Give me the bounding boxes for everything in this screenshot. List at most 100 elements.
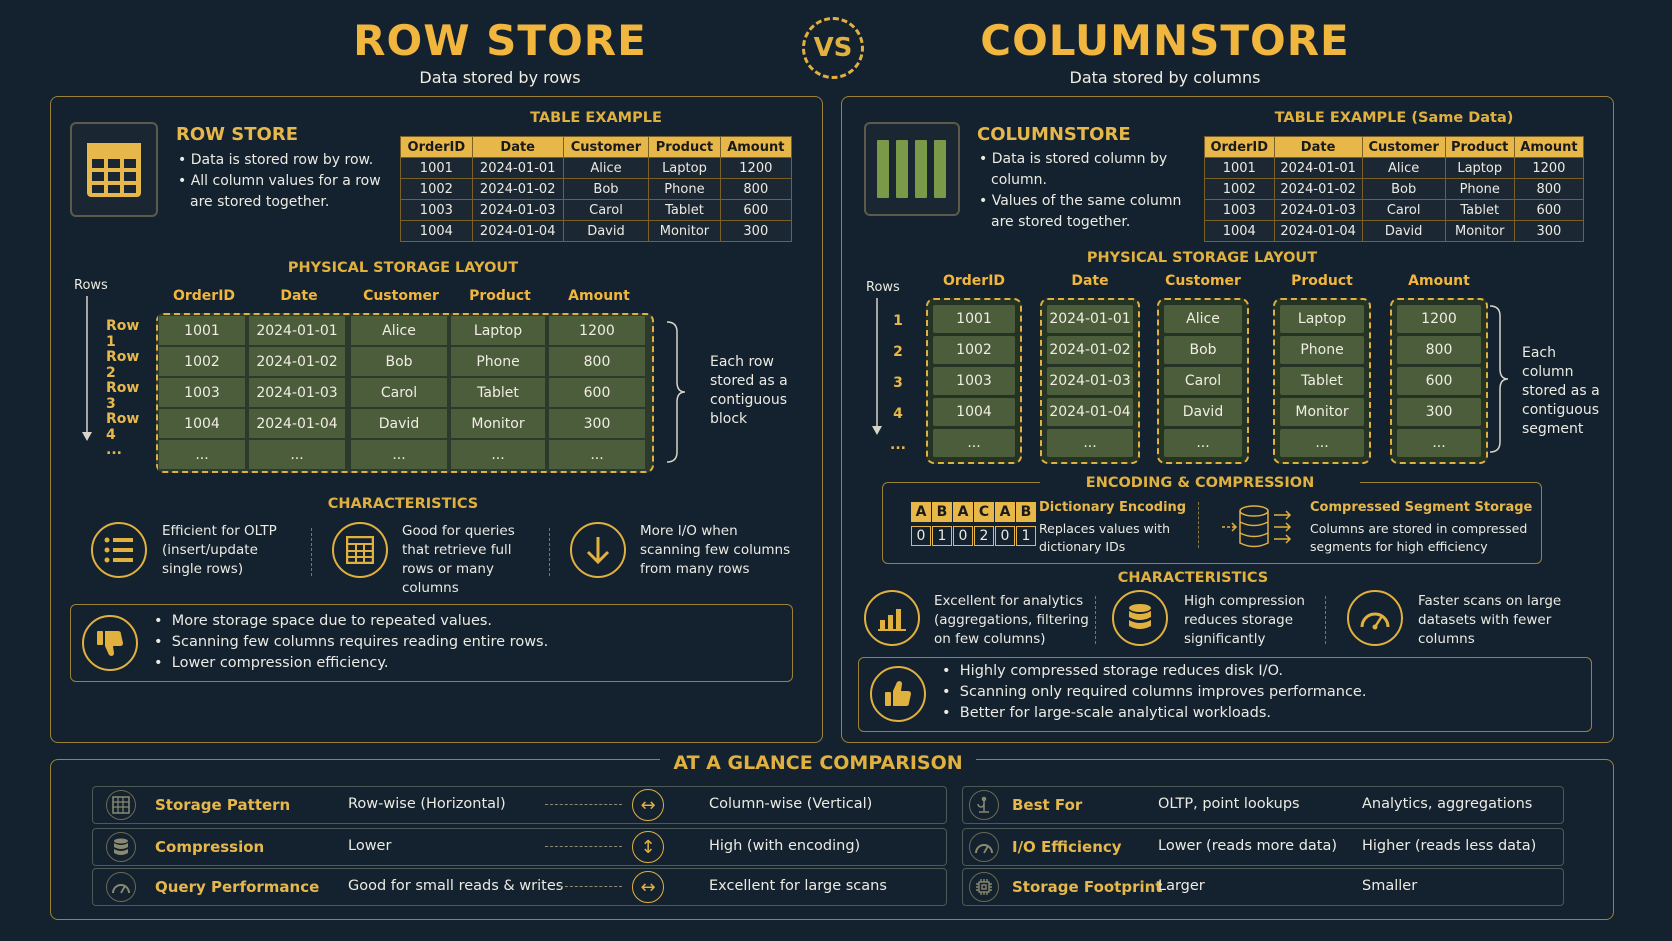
table-header-cell: Product — [1444, 136, 1515, 158]
table-cell: Phone — [1444, 178, 1515, 200]
table-example-title: TABLE EXAMPLE — [530, 110, 662, 126]
table-cell: Monitor — [648, 220, 721, 242]
dictionary-id: 2 — [974, 526, 994, 546]
glance-col-value: Excellent for large scans — [709, 878, 887, 894]
table-cell: 2024-01-04 — [1273, 220, 1363, 242]
segment-cell: David — [1164, 398, 1242, 426]
bullet-text: Data is stored row by row. — [190, 152, 374, 168]
table-row: 1002 2024-01-02 Bob Phone 800 — [1204, 178, 1585, 200]
cons-item: • More storage space due to repeated val… — [154, 613, 493, 629]
physical-layout-title: PHYSICAL STORAGE LAYOUT — [1086, 250, 1318, 266]
table-cell: 1200 — [1513, 157, 1585, 179]
vs-label: VS — [813, 33, 853, 63]
table-grid-icon — [70, 122, 158, 217]
cons-text: More storage space due to repeated value… — [171, 613, 493, 629]
row-store-panel — [50, 96, 823, 743]
columns-icon — [864, 122, 960, 216]
glance-col-value: Analytics, aggregations — [1362, 796, 1533, 812]
glance-col-value: High (with encoding) — [709, 838, 861, 854]
storage-cell: 2024-01-01 — [248, 315, 346, 346]
dictionary-id: 1 — [1016, 526, 1036, 546]
table-example-title: TABLE EXAMPLE (Same Data) — [1274, 110, 1514, 126]
layout-column-header: OrderID — [172, 288, 236, 304]
row-label: 2 — [893, 344, 903, 360]
dictionary-encoding-desc: Replaces values with dictionary IDs — [1039, 521, 1171, 554]
column-segment: Alice Bob Carol David... — [1157, 298, 1249, 464]
glance-title: AT A GLANCE COMPARISON — [660, 752, 976, 774]
table-cell: 800 — [1513, 178, 1585, 200]
table-cell: 600 — [719, 199, 793, 221]
row-label: Row 1 — [106, 318, 140, 350]
table-row: 1001 2024-01-01 Alice Laptop 1200 — [400, 157, 793, 179]
table-cell: 1001 — [400, 157, 473, 179]
glance-label: Best For — [1012, 796, 1083, 814]
table-cell: 300 — [1513, 220, 1585, 242]
table-header-cell: Date — [471, 136, 564, 158]
pros-text: Better for large-scale analytical worklo… — [959, 705, 1272, 721]
columnstore-panel-title: COLUMNSTORE — [977, 124, 1131, 145]
storage-cell: 2024-01-03 — [248, 377, 346, 408]
gauge-icon — [106, 872, 136, 902]
table-header-cell: Amount — [719, 136, 793, 158]
rows-axis-label: Rows — [74, 278, 108, 293]
table-cell: Monitor — [1444, 220, 1515, 242]
table-row: 1003 2024-01-03 Carol Tablet 600 — [1204, 199, 1585, 221]
columnstore-panel — [841, 96, 1614, 743]
pros-item: • Better for large-scale analytical work… — [942, 705, 1272, 721]
storage-cell: Alice — [350, 315, 448, 346]
glance-row — [962, 868, 1564, 906]
column-segment: 1001 1002 1003 1004... — [926, 298, 1022, 464]
row-label: 1 — [893, 313, 903, 329]
char-text: High compression reduces storage signifi… — [1184, 593, 1305, 647]
storage-cell: David — [350, 408, 448, 439]
segment-cell: Tablet — [1280, 367, 1364, 395]
table-header-cell: Customer — [1361, 136, 1446, 158]
row-storage-note: Each row stored as a contiguous block — [710, 354, 788, 427]
glance-label: Storage Pattern — [155, 796, 291, 814]
table-cell: 2024-01-01 — [471, 157, 564, 179]
glance-row-value: Good for small reads & writes — [348, 878, 564, 894]
dictionary-value: A — [995, 502, 1015, 522]
database-icon — [1112, 590, 1168, 646]
column-storage-note: Each column stored as a contiguous segme… — [1522, 345, 1600, 437]
glance-col-value: Smaller — [1362, 878, 1418, 894]
dashed-connector — [545, 804, 622, 805]
glance-row — [962, 786, 1564, 824]
table-cell: Bob — [562, 178, 650, 200]
bullet: • All column values for a row are stored… — [178, 173, 381, 210]
pros-item: • Highly compressed storage reduces disk… — [942, 663, 1284, 679]
characteristics-title: CHARACTERISTICS — [327, 496, 479, 512]
layout-column-header: Date — [1071, 273, 1109, 289]
table-cell: 800 — [719, 178, 793, 200]
storage-cell: Phone — [450, 346, 546, 377]
row-store-panel-title: ROW STORE — [176, 124, 298, 145]
glance-row — [962, 828, 1564, 866]
table-row: 1002 2024-01-02 Bob Phone 800 — [400, 178, 793, 200]
char-text: Faster scans on large datasets with fewe… — [1418, 593, 1562, 647]
table-cell: Laptop — [648, 157, 721, 179]
rows-axis-label: Rows — [866, 280, 900, 295]
dictionary-value: B — [1016, 502, 1036, 522]
brace-icon — [1489, 305, 1509, 453]
separator — [1095, 596, 1096, 644]
table-row: 1003 2024-01-03 Carol Tablet 600 — [400, 199, 793, 221]
table-cell: 1004 — [400, 220, 473, 242]
bar-chart-icon — [864, 590, 920, 646]
storage-cell: 300 — [548, 408, 646, 439]
table-header-cell: Date — [1273, 136, 1363, 158]
table-cell: 300 — [719, 220, 793, 242]
table-header-row: OrderID Date Customer Product Amount — [400, 136, 793, 158]
cons-item: • Scanning few columns requires reading … — [154, 634, 549, 650]
compressed-segment-title: Compressed Segment Storage — [1310, 500, 1533, 515]
speedometer-icon — [1347, 590, 1403, 646]
dictionary-encoding-title: Dictionary Encoding — [1039, 500, 1187, 515]
glance-label: Compression — [155, 838, 265, 856]
storage-cell: Tablet — [450, 377, 546, 408]
table-cell: Phone — [648, 178, 721, 200]
table-row: 1004 2024-01-04 David Monitor 300 — [1204, 220, 1585, 242]
table-cell: 2024-01-03 — [471, 199, 564, 221]
table-cell: Laptop — [1444, 157, 1515, 179]
layout-column-header: Amount — [1408, 273, 1470, 289]
thumbs-up-icon — [870, 666, 926, 722]
gauge-icon — [969, 832, 999, 862]
